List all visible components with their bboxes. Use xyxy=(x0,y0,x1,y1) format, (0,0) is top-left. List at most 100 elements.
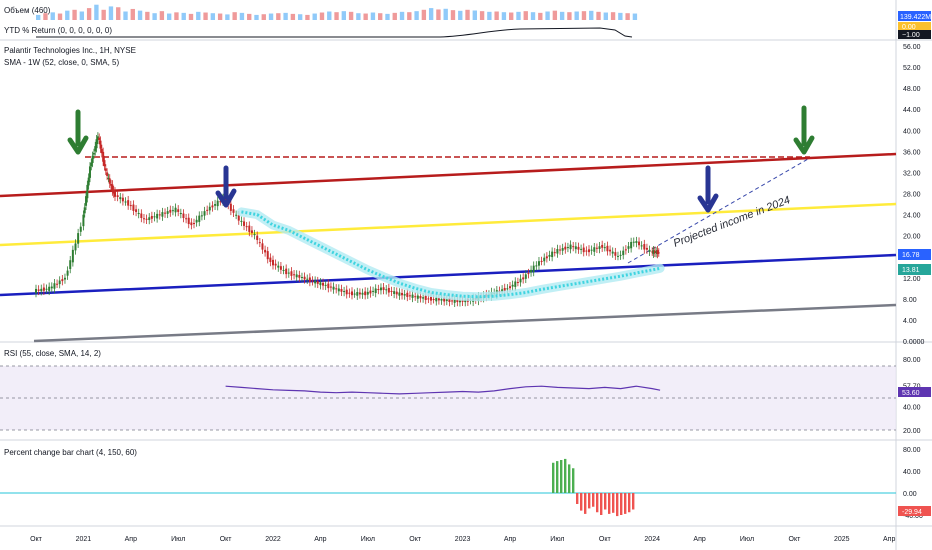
candle-body xyxy=(527,273,530,275)
candle-body xyxy=(514,281,517,287)
candle-body xyxy=(537,261,540,266)
candle-body xyxy=(258,242,261,244)
candle-body xyxy=(129,205,132,207)
volume-bar xyxy=(217,13,223,20)
candle-body xyxy=(324,284,327,286)
price-y-tick: 36.00 xyxy=(903,149,921,156)
candle-body xyxy=(110,184,113,186)
ytd-return-line xyxy=(36,27,633,38)
candle-body xyxy=(37,289,40,291)
candle-body xyxy=(516,282,519,283)
candle-body xyxy=(640,245,643,247)
candle-body xyxy=(104,168,107,171)
volume-label: Объем (460) xyxy=(4,6,51,15)
candle-body xyxy=(256,235,259,241)
candle-body xyxy=(240,220,243,222)
candle-body xyxy=(99,140,102,149)
volume-bar xyxy=(123,11,128,20)
candle-body xyxy=(524,274,527,279)
volume-last-box xyxy=(898,11,931,21)
candle-body xyxy=(393,291,396,294)
ytd-value-a: 0.00 xyxy=(902,24,916,31)
candle-body xyxy=(506,288,509,290)
candle-body xyxy=(603,247,606,249)
candle-body xyxy=(140,213,143,218)
candle-body xyxy=(561,248,564,251)
candle-body xyxy=(193,223,195,225)
candle-body xyxy=(74,243,77,251)
candle-body xyxy=(91,155,94,163)
candle-body xyxy=(111,184,114,192)
candle-body xyxy=(343,291,346,293)
pct-last-box xyxy=(898,506,931,516)
candle-body xyxy=(106,172,109,176)
candle-body xyxy=(611,251,614,254)
volume-bar xyxy=(145,11,150,20)
volume-bars xyxy=(36,4,638,21)
candle-body xyxy=(300,276,303,278)
pct-bar xyxy=(596,493,599,513)
candle-body xyxy=(237,215,240,221)
candle-body xyxy=(385,289,388,291)
pct-bar xyxy=(628,493,631,513)
candle-body xyxy=(274,263,277,266)
volume-bar xyxy=(334,12,339,20)
price-y-tick: 8.00 xyxy=(903,297,917,304)
candle-body xyxy=(272,259,274,266)
pct-bar xyxy=(620,493,623,515)
volume-bar xyxy=(472,10,477,20)
volume-bar xyxy=(589,10,594,20)
candle-body xyxy=(98,137,101,141)
pct-y-tick: 0.00 xyxy=(903,491,917,498)
candle-body xyxy=(340,289,343,292)
rsi-y-tick: 40.00 xyxy=(903,404,921,411)
candle-body xyxy=(314,280,317,284)
volume-bar xyxy=(567,12,572,20)
candle-body xyxy=(50,286,53,289)
candle-body xyxy=(245,226,248,228)
candle-body xyxy=(464,299,467,303)
candle-body xyxy=(348,292,351,294)
candle-body xyxy=(395,291,398,295)
candle-body xyxy=(398,292,401,296)
candle-body xyxy=(635,241,638,244)
candle-body xyxy=(556,248,559,254)
volume-bar xyxy=(436,9,441,20)
volume-bar xyxy=(487,11,492,20)
candle-body xyxy=(624,249,627,251)
x-tick-label: Апр xyxy=(693,536,705,543)
candle-body xyxy=(85,196,88,206)
volume-bar xyxy=(159,11,165,20)
candle-body xyxy=(182,213,185,218)
candle-body xyxy=(83,207,86,214)
x-tick-label: Окт xyxy=(30,536,43,543)
candle-body xyxy=(116,195,119,198)
candle-body xyxy=(158,214,161,216)
sma-value: 13.81 xyxy=(902,267,920,274)
candle-body xyxy=(445,299,448,301)
candle-body xyxy=(285,268,288,275)
pct-bar xyxy=(584,493,587,514)
candle-body xyxy=(632,241,635,243)
pct-last-value: -29.94 xyxy=(902,509,922,516)
price-y-tick: 4.00 xyxy=(903,318,917,325)
rsi-y-tick: 57.70 xyxy=(903,383,921,390)
pct-bar xyxy=(624,493,627,514)
volume-bar xyxy=(312,13,317,20)
price-series xyxy=(35,132,660,308)
candle-body xyxy=(351,291,353,296)
volume-bar xyxy=(232,12,237,20)
candle-body xyxy=(264,249,267,253)
candle-body xyxy=(364,291,367,296)
x-tick-label: 2021 xyxy=(76,536,92,543)
volume-bar xyxy=(166,13,172,20)
candle-body xyxy=(269,257,272,262)
candle-body xyxy=(543,257,546,262)
candle-body xyxy=(356,292,359,296)
x-tick-label: Окт xyxy=(599,536,612,543)
candle-body xyxy=(103,160,106,167)
candle-body xyxy=(655,251,658,254)
candle-body xyxy=(652,250,655,254)
candle-body xyxy=(564,246,567,250)
price-y-tick: 28.00 xyxy=(903,192,921,199)
